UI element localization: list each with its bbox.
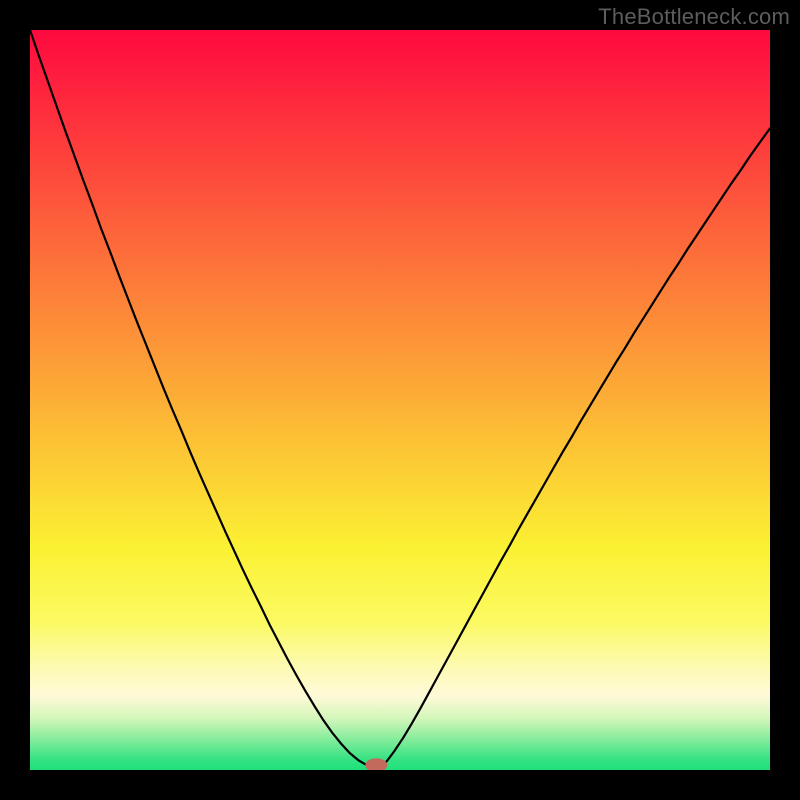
watermark-text: TheBottleneck.com	[598, 4, 790, 30]
gradient-background	[30, 30, 770, 770]
plot-area	[30, 30, 770, 770]
plot-svg	[30, 30, 770, 770]
chart-container: TheBottleneck.com	[0, 0, 800, 800]
